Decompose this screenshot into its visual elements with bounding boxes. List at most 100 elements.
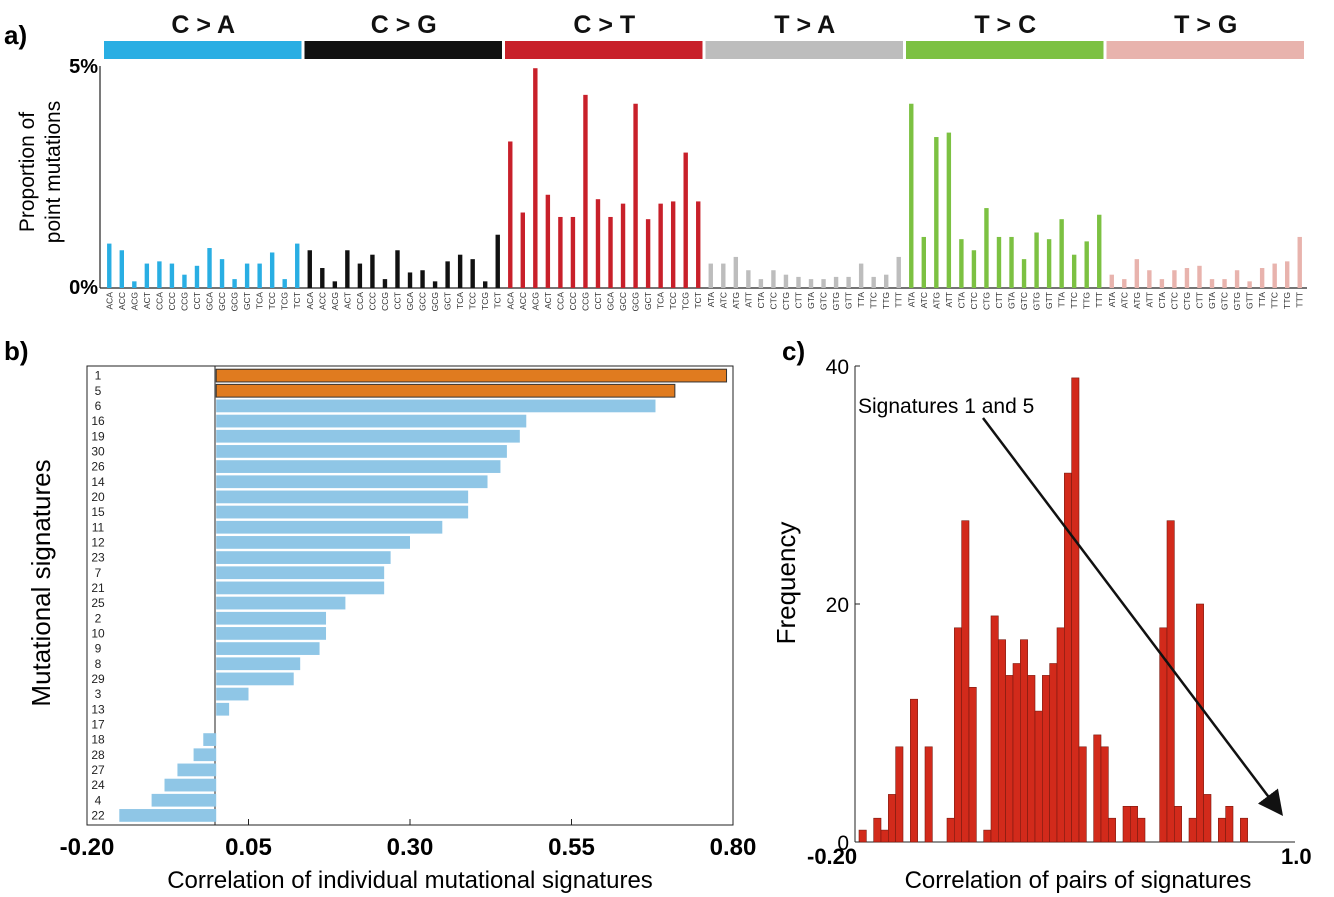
panel-c-annotation-text: Signatures 1 and 5 xyxy=(858,395,1034,418)
signature-label: 16 xyxy=(91,414,105,428)
y-tick-label: 40 xyxy=(826,356,849,379)
trinucleotide-context-label: ACT xyxy=(543,292,553,309)
trinucleotide-context-label: GTT xyxy=(844,292,854,309)
mutation-bar xyxy=(395,250,400,288)
mutation-bar xyxy=(670,201,676,288)
mutation-bar xyxy=(808,279,814,288)
trinucleotide-context-label: GTA xyxy=(806,292,816,309)
mutation-bar xyxy=(783,274,789,288)
trinucleotide-context-label: TTT xyxy=(1094,292,1104,308)
trinucleotide-context-label: ACC xyxy=(117,292,127,310)
signature-bar xyxy=(203,733,217,746)
trinucleotide-context-label: CTC xyxy=(969,292,979,309)
signature-label: 26 xyxy=(91,460,105,474)
trinucleotide-context-label: ATC xyxy=(919,292,929,308)
trinucleotide-context-label: ACA xyxy=(104,292,114,310)
histogram-bar xyxy=(1218,817,1226,843)
signature-label: 8 xyxy=(95,657,102,671)
mutation-bar xyxy=(696,201,701,288)
mutation-bar xyxy=(595,199,601,288)
trinucleotide-context-label: ATA xyxy=(906,292,916,308)
mutation-bar xyxy=(1034,232,1039,288)
mutation-bar xyxy=(257,263,262,288)
trinucleotide-context-label: TTG xyxy=(1082,292,1092,309)
histogram-bar xyxy=(888,794,896,843)
trinucleotide-context-label: CCC xyxy=(367,292,377,310)
trinucleotide-context-label: CTT xyxy=(994,292,1004,309)
signature-bar xyxy=(216,627,327,640)
mutation-bar xyxy=(633,103,638,289)
mutation-bar xyxy=(833,276,839,288)
signature-bar xyxy=(216,445,507,458)
signature-bar xyxy=(216,566,385,580)
signature-label: 5 xyxy=(95,384,102,398)
mutation-bar xyxy=(1021,259,1027,288)
panel-c-annotation-arrow xyxy=(982,417,1284,816)
mutation-bar xyxy=(1134,259,1140,288)
mutation-bar xyxy=(282,279,287,288)
signature-label: 1 xyxy=(95,369,102,383)
trinucleotide-context-label: TCC xyxy=(668,292,678,309)
mutation-bar xyxy=(1172,270,1177,288)
mutation-bar xyxy=(708,263,713,288)
trinucleotide-context-label: CTG xyxy=(1182,292,1192,310)
mutation-type-label: T > A xyxy=(774,11,835,39)
mutation-bar xyxy=(1197,265,1202,288)
trinucleotide-context-label: TCA xyxy=(455,292,465,309)
trinucleotide-context-label: GTA xyxy=(1207,292,1217,309)
signature-label: 3 xyxy=(95,687,102,701)
trinucleotide-context-label: CCA xyxy=(154,292,164,310)
histogram-bar xyxy=(880,829,889,843)
signature-bar xyxy=(216,399,656,413)
trinucleotide-context-label: CTG xyxy=(981,292,991,310)
trinucleotide-context-label: GCC xyxy=(418,292,428,311)
mutation-bar xyxy=(1222,279,1227,288)
trinucleotide-context-label: GCA xyxy=(205,292,215,311)
mutation-bar xyxy=(1122,279,1127,288)
mutation-bar xyxy=(971,250,977,288)
mutation-bar xyxy=(470,259,475,288)
trinucleotide-context-label: TCG xyxy=(681,292,691,310)
mutation-bar xyxy=(1046,239,1052,288)
trinucleotide-context-label: GCC xyxy=(217,292,227,311)
panel-b-bars xyxy=(119,368,728,822)
trinucleotide-context-label: TTT xyxy=(1295,292,1305,308)
panel-a-ytick-5: 5% xyxy=(69,56,98,78)
mutation-bar xyxy=(909,103,914,289)
trinucleotide-context-label: GTG xyxy=(1032,292,1042,310)
mutation-bar xyxy=(871,276,876,288)
signature-label: 13 xyxy=(91,702,105,716)
histogram-bar xyxy=(1078,746,1087,843)
mutation-bar xyxy=(194,265,200,288)
mutation-bar xyxy=(645,219,651,288)
trinucleotide-context-label: GCT xyxy=(443,292,453,310)
mutation-bar xyxy=(1297,236,1302,288)
panel-label-c: c) xyxy=(782,336,805,366)
panel-a-ylabel-line2: point mutations xyxy=(42,101,65,243)
mutation-bar xyxy=(1234,270,1240,288)
x-tick-label: -0.20 xyxy=(807,844,857,869)
trinucleotide-context-label: CTA xyxy=(756,292,766,309)
trinucleotide-context-label: CCA xyxy=(355,292,365,310)
panel-label-a: a) xyxy=(4,20,27,50)
mutation-bar xyxy=(570,216,576,288)
panel-a-context-labels: ACA ACC ACG ACT CCA CCC CCG CCT GCA GCC GCG GCT TCA T… xyxy=(104,292,1304,312)
mutation-bar xyxy=(232,279,237,288)
trinucleotide-context-label: GTT xyxy=(1044,292,1054,309)
trinucleotide-context-label: ACA xyxy=(505,292,515,310)
panel-a-bars xyxy=(107,68,1302,289)
trinucleotide-context-label: ATG xyxy=(931,292,941,309)
signature-label: 24 xyxy=(91,778,105,792)
signature-bar xyxy=(216,429,520,443)
trinucleotide-context-label: GCG xyxy=(230,292,240,311)
trinucleotide-context-label: TCC xyxy=(468,292,478,309)
signature-label: 6 xyxy=(95,399,102,413)
trinucleotide-context-label: ATT xyxy=(944,292,954,307)
mutation-bar xyxy=(533,68,538,288)
histogram-bar xyxy=(1122,805,1131,843)
panel-b-x-ticks: -0.20 0.05 0.30 0.55 0.80 xyxy=(60,819,756,861)
panel-c-bars xyxy=(858,377,1248,843)
histogram-bar xyxy=(1049,663,1058,843)
trinucleotide-context-label: ATC xyxy=(718,292,728,308)
trinucleotide-context-label: ACA xyxy=(305,292,315,310)
